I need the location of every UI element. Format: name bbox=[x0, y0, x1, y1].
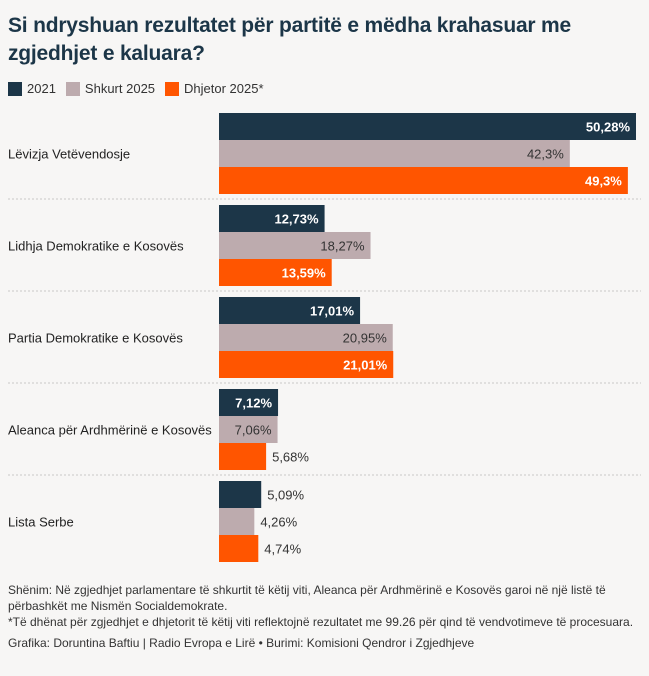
bar bbox=[219, 389, 279, 416]
data-label: 50,28% bbox=[586, 120, 631, 135]
legend-label: Dhjetor 2025* bbox=[184, 81, 264, 96]
legend-item-2021: 2021 bbox=[8, 81, 56, 96]
bar bbox=[219, 508, 255, 535]
footer-note: Shënim: Në zgjedhjet parlamentare të shk… bbox=[8, 583, 606, 613]
bar bbox=[219, 324, 393, 351]
bar bbox=[219, 351, 394, 378]
data-label: 4,26% bbox=[260, 515, 297, 530]
bar bbox=[219, 259, 332, 286]
bar bbox=[219, 535, 259, 562]
category-label: Lidhja Demokratike e Kosovës bbox=[8, 239, 184, 254]
data-label: 20,95% bbox=[343, 331, 388, 346]
legend-item-shkurt-2025: Shkurt 2025 bbox=[65, 81, 156, 96]
category-label: Lëvizja Vetëvendosje bbox=[8, 147, 130, 162]
data-label: 21,01% bbox=[343, 358, 388, 373]
bar bbox=[219, 140, 570, 167]
bar bbox=[219, 481, 262, 508]
data-label: 5,68% bbox=[272, 450, 309, 465]
bar bbox=[219, 205, 325, 232]
legend: 2021 Shkurt 2025 Dhjetor 2025* bbox=[8, 81, 274, 96]
legend-swatch bbox=[8, 81, 22, 96]
data-label: 49,3% bbox=[585, 174, 622, 189]
footer-credit: Grafika: Doruntina Baftiu | Radio Evropa… bbox=[8, 636, 475, 650]
data-label: 17,01% bbox=[310, 304, 355, 319]
data-label: 12,73% bbox=[274, 212, 319, 227]
data-label: 7,12% bbox=[235, 396, 272, 411]
footer: Shënim: Në zgjedhjet parlamentare të shk… bbox=[8, 582, 638, 651]
bar-group: Lëvizja Vetëvendosje 50,28% 42,3% 49,3% bbox=[8, 113, 636, 194]
bar-group: Partia Demokratike e Kosovës 17,01% 20,95%… bbox=[8, 297, 394, 378]
footer-asterisk-note: *Të dhënat për zgjedhjet e dhjetorit të … bbox=[8, 615, 634, 629]
legend-label: Shkurt 2025 bbox=[84, 81, 156, 96]
data-label: 42,3% bbox=[527, 147, 564, 162]
bar-chart: Lëvizja Vetëvendosje 50,28% 42,3% 49,3% Lidh… bbox=[8, 113, 641, 562]
bar-group: Lista Serbe 5,09% 4,26% 4,74% bbox=[8, 481, 305, 562]
bar-group: Aleanca për Ardhmërinë e Kosovës 7,12% 7,0… bbox=[8, 389, 309, 470]
bar-group: Lidhja Demokratike e Kosovës 12,73%18,27%… bbox=[8, 205, 371, 286]
data-label: 7,06% bbox=[235, 423, 272, 438]
legend-swatch bbox=[165, 81, 180, 96]
data-label: 4,74% bbox=[264, 542, 301, 557]
category-label: Aleanca për Ardhmërinë e Kosovës bbox=[8, 423, 212, 438]
data-label: 13,59% bbox=[282, 266, 327, 281]
legend-label: 2021 bbox=[27, 81, 56, 96]
category-label: Lista Serbe bbox=[8, 515, 74, 530]
bar bbox=[219, 443, 267, 470]
bar bbox=[219, 167, 628, 194]
bar bbox=[219, 297, 361, 324]
bar bbox=[219, 416, 278, 443]
bar bbox=[219, 113, 636, 140]
legend-item-dhjetor-2025: Dhjetor 2025* bbox=[165, 81, 264, 96]
chart-title: Si ndryshuan rezultatet për partitë e më… bbox=[8, 14, 571, 65]
data-label: 18,27% bbox=[320, 239, 365, 254]
category-label: Partia Demokratike e Kosovës bbox=[8, 331, 183, 346]
data-label: 5,09% bbox=[267, 488, 304, 503]
bar bbox=[219, 232, 371, 259]
legend-swatch bbox=[65, 81, 80, 96]
